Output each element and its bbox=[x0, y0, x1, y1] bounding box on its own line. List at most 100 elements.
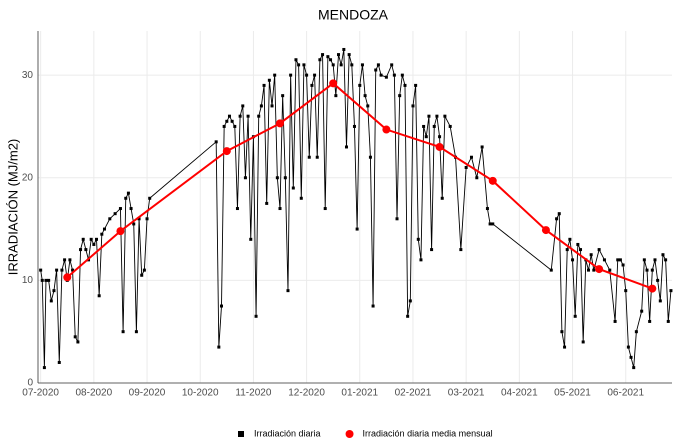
data-point bbox=[267, 78, 271, 82]
data-point bbox=[624, 289, 628, 293]
legend-marker bbox=[345, 430, 354, 438]
data-point bbox=[233, 124, 237, 128]
data-point bbox=[414, 83, 418, 87]
data-point bbox=[669, 289, 673, 293]
x-tick-label: 04-2021 bbox=[501, 388, 538, 399]
data-point bbox=[294, 58, 298, 62]
data-point bbox=[432, 124, 436, 128]
data-point bbox=[491, 222, 495, 226]
data-point bbox=[323, 207, 327, 211]
data-point bbox=[632, 366, 636, 370]
data-point bbox=[299, 196, 303, 200]
data-point bbox=[374, 68, 378, 72]
data-point bbox=[47, 278, 51, 282]
data-point bbox=[49, 299, 53, 303]
data-point bbox=[273, 73, 277, 77]
data-point bbox=[485, 207, 489, 211]
data-point bbox=[366, 104, 370, 108]
data-point bbox=[435, 114, 439, 118]
data-point bbox=[331, 63, 335, 67]
data-point bbox=[411, 104, 415, 108]
data-point bbox=[658, 299, 662, 303]
data-point bbox=[97, 294, 101, 298]
x-tick-label: 03-2021 bbox=[448, 388, 485, 399]
data-point bbox=[363, 94, 367, 98]
data-point bbox=[448, 124, 452, 128]
data-point bbox=[419, 258, 423, 262]
data-point bbox=[424, 135, 428, 139]
legend-label: Irradiación diaria media mensual bbox=[363, 428, 493, 438]
data-point bbox=[565, 248, 569, 252]
y-tick-label: 0 bbox=[27, 378, 33, 389]
y-tick-label: 30 bbox=[22, 70, 34, 81]
data-point bbox=[371, 304, 375, 308]
data-point bbox=[222, 124, 226, 128]
y-tick-label: 20 bbox=[22, 172, 34, 183]
data-point bbox=[549, 268, 553, 272]
x-tick-label: 05-2021 bbox=[554, 388, 591, 399]
data-point bbox=[126, 191, 130, 195]
data-point bbox=[408, 299, 412, 303]
data-point bbox=[368, 155, 372, 159]
data-point bbox=[438, 135, 442, 139]
data-point bbox=[230, 119, 234, 123]
x-tick-label: 06-2021 bbox=[607, 388, 644, 399]
data-point bbox=[321, 53, 325, 57]
data-point bbox=[100, 232, 104, 236]
data-point bbox=[52, 289, 56, 293]
data-point bbox=[576, 242, 580, 246]
data-point bbox=[281, 94, 285, 98]
data-point bbox=[648, 319, 652, 323]
data-point bbox=[645, 268, 649, 272]
data-point bbox=[616, 258, 620, 262]
data-point bbox=[39, 268, 43, 272]
data-point bbox=[79, 248, 83, 252]
legend-marker bbox=[238, 431, 244, 437]
data-point bbox=[257, 114, 261, 118]
data-point bbox=[555, 217, 559, 221]
data-point bbox=[613, 319, 617, 323]
data-point bbox=[63, 258, 67, 262]
data-point bbox=[326, 55, 330, 59]
data-point bbox=[376, 63, 380, 67]
data-point bbox=[360, 63, 364, 67]
x-tick-label: 07-2020 bbox=[22, 388, 59, 399]
data-point bbox=[344, 145, 348, 149]
data-point bbox=[586, 268, 590, 272]
data-point bbox=[571, 258, 575, 262]
data-point bbox=[313, 73, 317, 77]
y-tick-label: 10 bbox=[22, 275, 34, 286]
data-point bbox=[390, 63, 394, 67]
data-point bbox=[358, 83, 362, 87]
data-point bbox=[656, 278, 660, 282]
data-point bbox=[118, 207, 122, 211]
x-tick-label: 08-2020 bbox=[75, 388, 112, 399]
x-tick-label: 12-2020 bbox=[288, 388, 325, 399]
data-point bbox=[653, 258, 657, 262]
data-point bbox=[488, 222, 492, 226]
data-point bbox=[116, 227, 125, 236]
data-point bbox=[270, 104, 274, 108]
x-tick-label: 11-2020 bbox=[235, 388, 271, 399]
data-point bbox=[430, 248, 434, 252]
data-point bbox=[254, 314, 258, 318]
legend-label: Irradiación diaria bbox=[254, 428, 321, 438]
data-point bbox=[629, 355, 633, 359]
data-point bbox=[379, 73, 383, 77]
data-point bbox=[398, 94, 402, 98]
data-point bbox=[608, 268, 612, 272]
series-line bbox=[40, 49, 672, 368]
data-point bbox=[355, 227, 359, 231]
data-point bbox=[315, 155, 319, 159]
data-point bbox=[563, 345, 567, 349]
data-point bbox=[108, 217, 112, 221]
data-point bbox=[57, 360, 61, 364]
data-point bbox=[132, 222, 136, 226]
data-point bbox=[222, 147, 231, 156]
data-point bbox=[597, 248, 601, 252]
data-point bbox=[134, 330, 138, 334]
data-point bbox=[297, 63, 301, 67]
data-point bbox=[480, 145, 484, 149]
data-point bbox=[121, 330, 125, 334]
data-point bbox=[329, 58, 333, 62]
